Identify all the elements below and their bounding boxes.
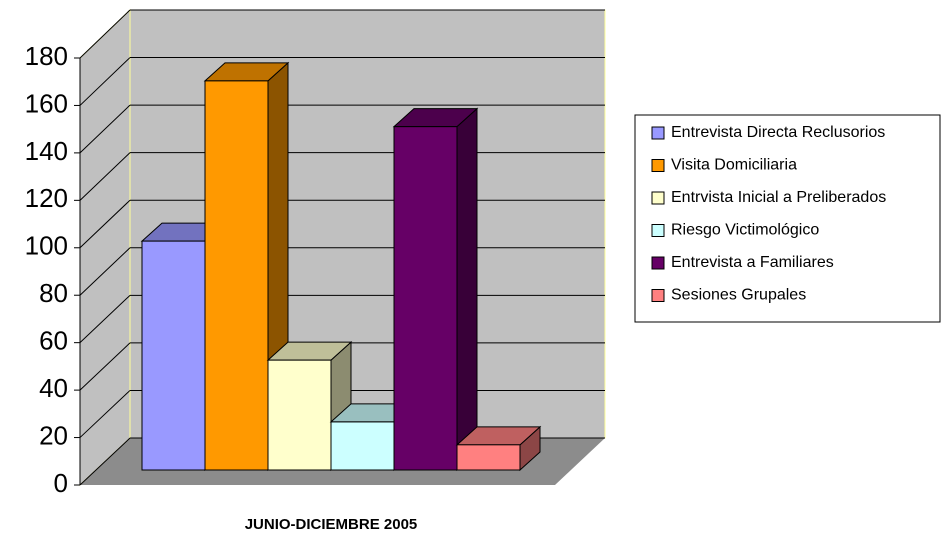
grid-line-side bbox=[79, 342, 131, 391]
bar-top-shade bbox=[268, 342, 351, 361]
grid-line-side bbox=[79, 247, 131, 296]
bar bbox=[267, 359, 332, 471]
y-tick-label: 20 bbox=[39, 420, 68, 450]
legend-swatch bbox=[651, 256, 665, 270]
y-tick-label: 180 bbox=[25, 41, 68, 71]
grid-line-side bbox=[79, 104, 131, 154]
bar bbox=[204, 80, 269, 471]
x-category-label: JUNIO-DICIEMBRE 2005 bbox=[245, 516, 418, 533]
legend-swatch bbox=[651, 191, 665, 205]
bar-top-shade bbox=[142, 223, 225, 242]
grid-line-side bbox=[79, 294, 131, 344]
bar bbox=[393, 126, 458, 471]
y-tick-label: 160 bbox=[25, 88, 68, 118]
bar-side-shade bbox=[520, 426, 540, 470]
y-tick-label: 100 bbox=[25, 231, 68, 261]
grid-line-side bbox=[79, 152, 131, 201]
legend-label: Entrvista Inicial a Preliberados bbox=[671, 189, 886, 206]
legend-swatch bbox=[651, 159, 665, 172]
legend bbox=[634, 114, 941, 323]
legend-swatch bbox=[651, 126, 665, 140]
legend-label: Sesiones Grupales bbox=[671, 287, 806, 304]
grid-line-side bbox=[79, 57, 131, 106]
grid-line-side bbox=[79, 9, 131, 59]
bar-top-shade bbox=[205, 62, 288, 81]
bar-side-shade bbox=[457, 108, 477, 471]
grid-line-side bbox=[79, 199, 131, 249]
bar-top-shade bbox=[331, 403, 414, 422]
bar bbox=[330, 421, 395, 471]
legend-label: Entrevista a Familiares bbox=[671, 254, 834, 271]
y-tick-label: 60 bbox=[39, 326, 68, 356]
legend-label: Visita Domiciliaria bbox=[671, 157, 797, 174]
y-tick-label: 80 bbox=[39, 278, 68, 308]
bar-top-shade bbox=[394, 108, 477, 127]
bar bbox=[141, 240, 206, 471]
legend-swatch bbox=[651, 289, 665, 302]
legend-swatch bbox=[651, 224, 665, 237]
y-tick-label: 120 bbox=[25, 183, 68, 213]
bar bbox=[456, 444, 521, 471]
y-tick-label: 0 bbox=[54, 468, 68, 498]
bar-top-shade bbox=[457, 426, 540, 445]
grid-line-side bbox=[79, 390, 131, 438]
legend-label: Entrevista Directa Reclusorios bbox=[671, 124, 885, 141]
grid-line-side bbox=[79, 437, 131, 486]
legend-label: Riesgo Victimológico bbox=[671, 222, 819, 239]
y-tick-label: 140 bbox=[25, 136, 68, 166]
y-tick-label: 40 bbox=[39, 373, 68, 403]
